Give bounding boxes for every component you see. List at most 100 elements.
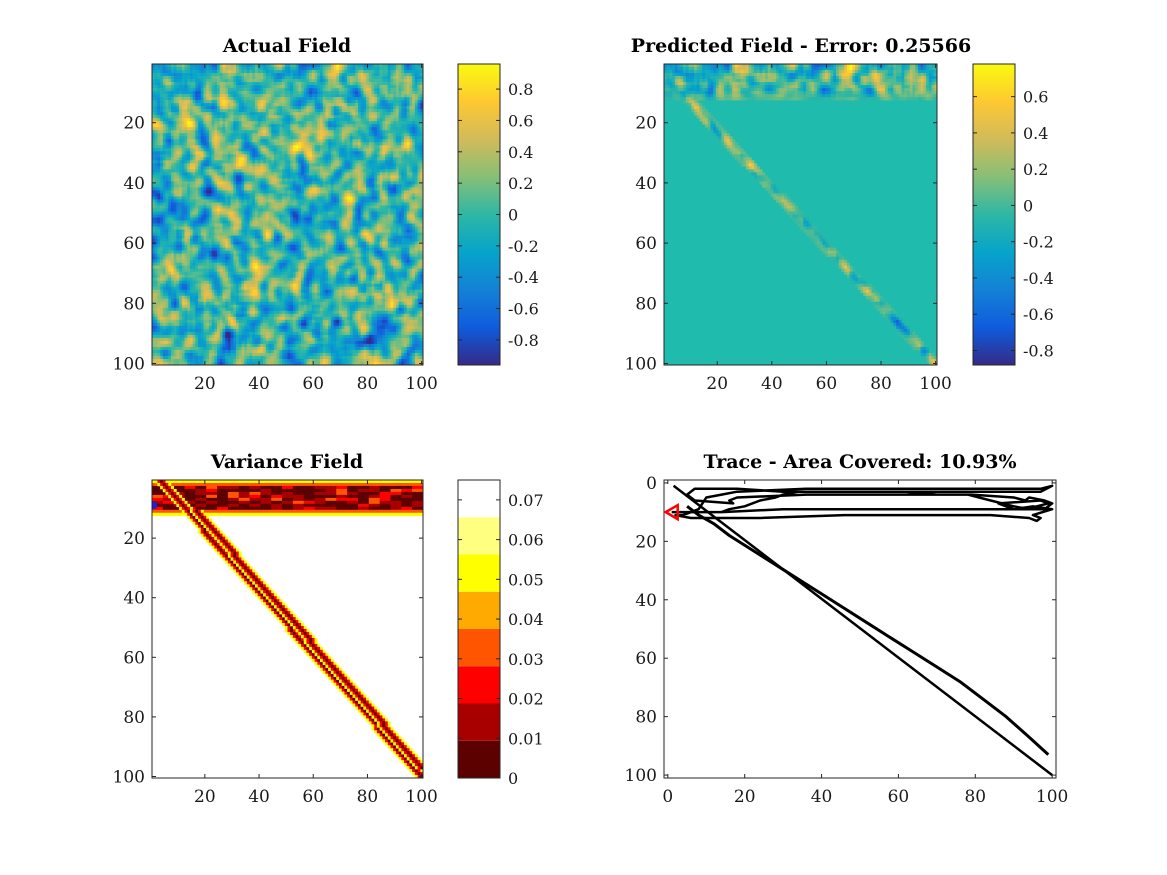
colorbar-ticks: 0.8 0.6 0.4 0.2 0 -0.2 -0.4 -0.6 -0.8 [458,80,539,350]
colorbar-ticks: 0.6 0.4 0.2 0 -0.2 -0.4 -0.6 -0.8 [973,88,1054,360]
trace-series-2 [686,505,1050,756]
trace-series-1 [672,484,1053,777]
colorbar-level [458,517,500,555]
colorbar-level [458,703,500,741]
current-position-marker [152,501,158,510]
colorbar: 0.07 0.06 0.05 0.04 0.03 0.02 0.01 0 [457,479,544,788]
x-tick-label: 60 [888,787,910,807]
colorbar-tick-label: 0.4 [508,143,533,162]
subplot-trace: Trace - Area Covered: 10.93% 0 20 40 60 80 10… [625,451,1069,807]
axis-ticks: 20 40 60 80 100 20 40 60 80 100 [625,64,952,394]
colorbar-tick-label: 0 [508,769,518,788]
colorbar-tick-label: -0.8 [508,331,539,350]
x-tick-label: 40 [248,374,270,394]
colorbar-level [458,666,500,704]
x-tick-label: 100 [405,787,437,807]
x-tick-label: 100 [405,374,437,394]
colorbar-tick-label: 0.06 [508,531,544,550]
x-tick-label: 20 [194,787,216,807]
colorbar-tick-label: 0.03 [508,650,544,669]
chart-title: Variance Field [210,451,363,473]
x-tick-label: 80 [964,787,986,807]
colorbar-tick-label: 0 [508,206,518,225]
x-tick-label: 60 [302,374,324,394]
colorbar: 0.6 0.4 0.2 0 -0.2 -0.4 -0.6 -0.8 [972,63,1054,366]
x-tick-label: 20 [706,374,728,394]
y-tick-label: 60 [635,234,657,254]
y-tick-label: 40 [123,174,145,194]
x-tick-label: 20 [194,374,216,394]
x-tick-label: 40 [761,374,783,394]
heatmap-variance [152,480,423,778]
heatmap-predicted [664,64,937,365]
y-tick-label: 100 [625,354,657,374]
y-tick-label: 20 [635,114,657,134]
colorbar-tick-label: 0.02 [508,690,544,709]
y-tick-label: 40 [123,589,145,609]
x-tick-label: 80 [357,787,379,807]
chart-title: Trace - Area Covered: 10.93% [703,451,1016,473]
colorbar-tick-label: 0.05 [508,570,544,589]
colorbar-level [458,554,500,592]
subplot-variance-field: Variance Field 20 40 60 80 100 20 40 60 80 100 0.… [113,451,544,807]
trace-lines [671,484,1054,777]
y-tick-label: 0 [646,474,657,494]
heatmap-actual [152,64,423,365]
y-tick-label: 40 [635,591,657,611]
colorbar-tick-label: -0.8 [1023,341,1054,360]
colorbar-tick-label: 0 [1023,196,1033,215]
colorbar-box [972,63,1016,366]
y-tick-label: 20 [123,529,145,549]
chart-title: Predicted Field - Error: 0.25566 [631,35,971,57]
y-tick-label: 80 [635,708,657,728]
x-tick-label: 20 [734,787,756,807]
y-tick-label: 60 [123,234,145,254]
y-tick-label: 20 [123,114,145,134]
y-tick-label: 80 [123,708,145,728]
position-dot [152,501,158,510]
colorbar-tick-label: 0.01 [508,729,544,748]
y-tick-label: 60 [635,649,657,669]
colorbar-tick-label: 0.07 [508,491,544,510]
y-tick-label: 80 [635,294,657,314]
y-tick-label: 40 [635,174,657,194]
axes-box [663,479,1057,779]
colorbar-tick-label: 0.04 [508,610,544,629]
chart-title: Actual Field [222,35,351,57]
colorbar-level [458,480,500,518]
subplot-actual-field: Actual Field 20 40 60 80 100 20 40 60 80 100 0.8 0… [113,35,539,394]
axis-ticks: 20 40 60 80 100 20 40 60 80 100 [113,480,438,807]
colorbar-tick-label: -0.4 [1023,269,1054,288]
subplot-predicted-field: Predicted Field - Error: 0.25566 20 40 60 8… [625,35,1054,394]
y-tick-label: 80 [123,294,145,314]
colorbar-tick-label: 0.4 [1023,124,1048,143]
colorbar-level [458,591,500,629]
colorbar-box [457,479,501,779]
colorbar-gradient [973,64,1015,365]
x-tick-label: 80 [357,374,379,394]
x-tick-label: 60 [302,787,324,807]
axis-ticks: 20 40 60 80 100 20 40 60 80 100 [113,64,438,394]
x-tick-label: 40 [811,787,833,807]
colorbar-tick-label: 0.8 [508,80,533,99]
colorbar: 0.8 0.6 0.4 0.2 0 -0.2 -0.4 -0.6 -0.8 [457,63,539,366]
x-tick-label: 80 [870,374,892,394]
colorbar-tick-label: -0.6 [1023,305,1054,324]
colorbar-level [458,740,500,778]
x-tick-label: 60 [816,374,838,394]
trace-series-0 [671,484,1054,523]
y-tick-label: 100 [113,354,145,374]
colorbar-gradient [458,64,500,365]
colorbar-tick-label: -0.6 [508,300,539,319]
colorbar-ticks: 0.07 0.06 0.05 0.04 0.03 0.02 0.01 0 [458,491,544,788]
y-tick-label: 100 [113,768,145,788]
colorbar-tick-label: 0.6 [508,111,533,130]
colorbar-tick-label: 0.2 [1023,160,1048,179]
x-tick-label: 100 [919,374,951,394]
x-tick-label: 40 [248,787,270,807]
y-tick-label: 20 [635,532,657,552]
start-marker [663,502,679,522]
colorbar-tick-label: 0.2 [508,174,533,193]
